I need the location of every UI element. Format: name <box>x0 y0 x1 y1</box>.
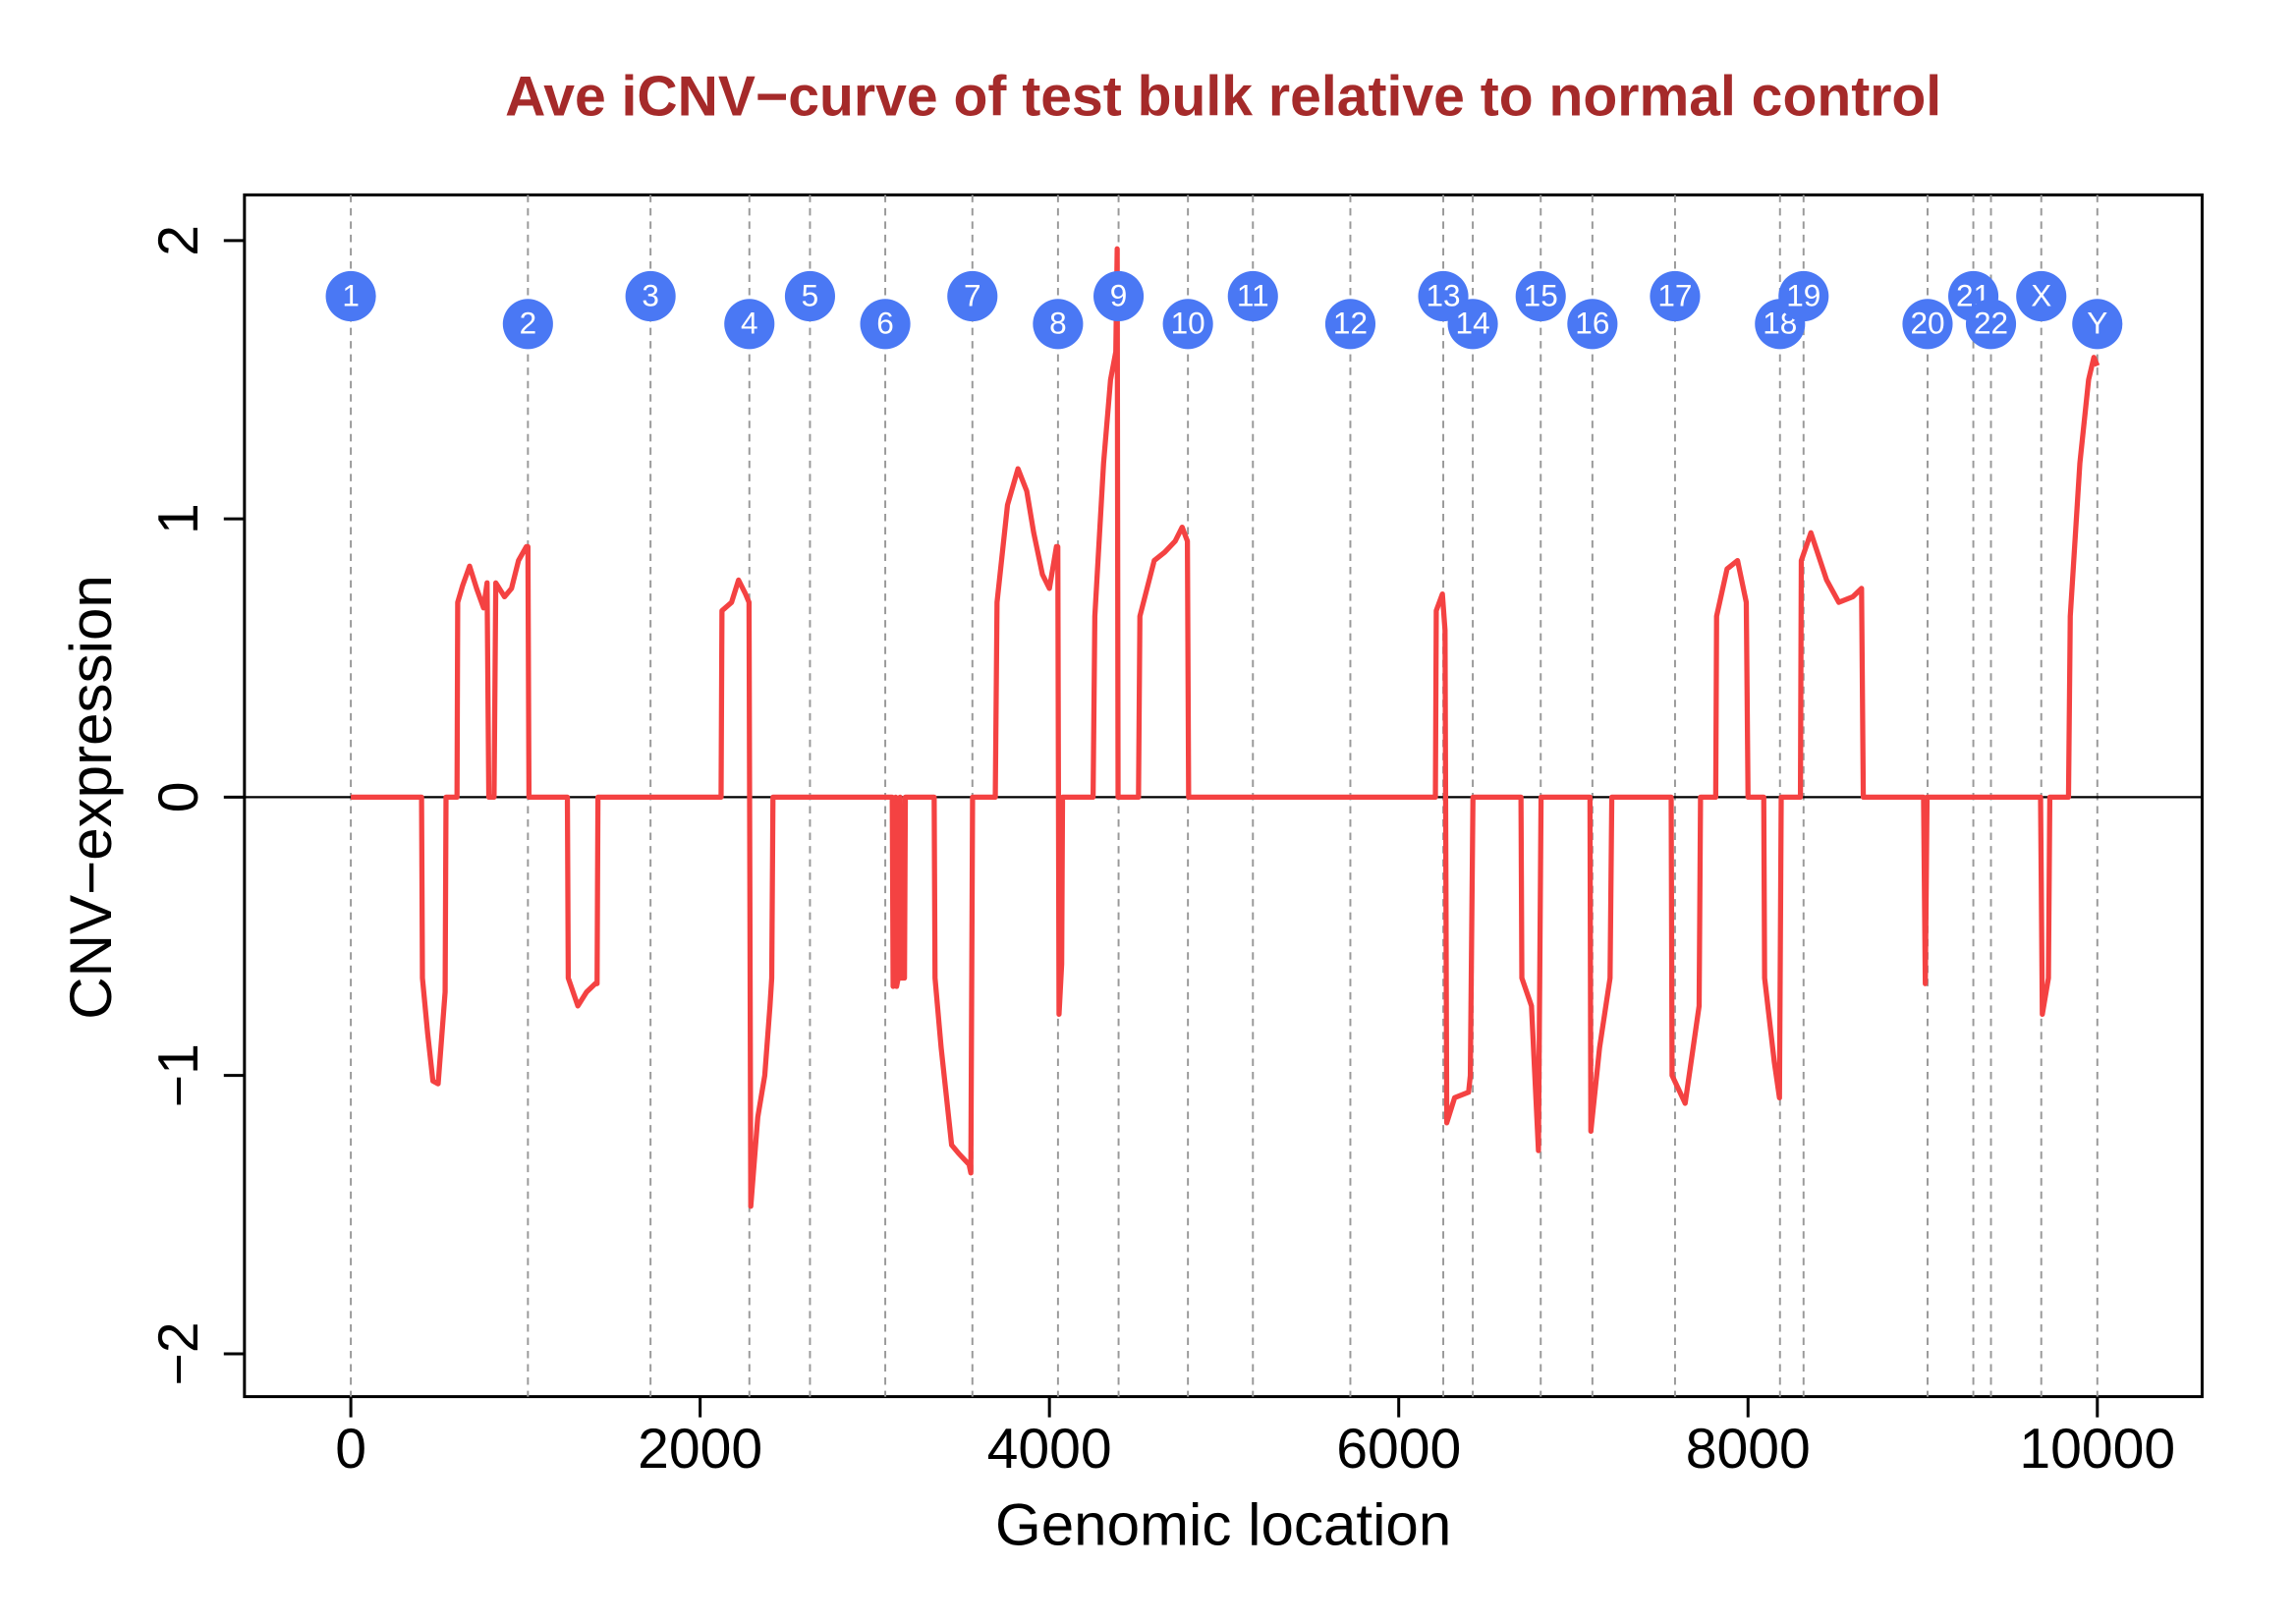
chromosome-label: 1 <box>342 277 360 312</box>
chromosome-marker <box>1902 299 1953 350</box>
chromosome-label: 19 <box>1786 277 1820 312</box>
chromosome-label: 11 <box>1237 277 1269 312</box>
y-axis-label: CNV−expression <box>58 575 124 1020</box>
chart-title: Ave iCNV−curve of test bulk relative to … <box>505 65 1941 128</box>
chromosome-label: 16 <box>1575 306 1609 341</box>
chromosome-marker <box>1162 299 1213 350</box>
chromosome-marker <box>1965 299 2017 350</box>
chromosome-label: 20 <box>1910 306 1944 341</box>
y-tick-label: 2 <box>147 225 210 256</box>
chromosome-label: 5 <box>802 277 819 312</box>
y-tick-label: −2 <box>147 1321 210 1385</box>
chromosome-marker <box>1567 299 1618 350</box>
x-axis-label: Genomic location <box>995 1492 1451 1558</box>
chromosome-marker <box>502 299 553 350</box>
chromosome-marker <box>1093 270 1145 322</box>
chromosome-label: 3 <box>642 277 659 312</box>
chromosome-label: 17 <box>1657 277 1692 312</box>
chromosome-label: Y <box>2087 306 2107 341</box>
chromosome-marker <box>1447 299 1498 350</box>
x-tick-label: 0 <box>335 1418 366 1481</box>
chromosome-marker <box>724 299 775 350</box>
x-tick-label: 6000 <box>1336 1418 1461 1481</box>
chromosome-marker <box>860 299 911 350</box>
chromosome-marker <box>2072 299 2123 350</box>
chromosome-label: 8 <box>1049 306 1067 341</box>
chromosome-marker <box>1650 270 1701 322</box>
chromosome-label: 15 <box>1524 277 1558 312</box>
chromosome-label: 4 <box>741 306 758 341</box>
chromosome-label: 2 <box>520 306 537 341</box>
chromosome-label: 10 <box>1171 306 1205 341</box>
chromosome-label: 9 <box>1110 277 1128 312</box>
chromosome-label: 14 <box>1456 306 1490 341</box>
chromosome-label: 7 <box>964 277 981 312</box>
x-tick-label: 2000 <box>638 1418 762 1481</box>
chromosome-marker <box>1227 270 1278 322</box>
x-tick-label: 10000 <box>2019 1418 2175 1481</box>
chromosome-label: 22 <box>1974 306 2008 341</box>
chromosome-marker <box>1515 270 1566 322</box>
chromosome-label: X <box>2031 277 2051 312</box>
chromosome-marker <box>1324 299 1376 350</box>
cnv-line <box>351 246 2100 1209</box>
chromosome-marker <box>1778 270 1829 322</box>
x-tick-label: 8000 <box>1686 1418 1811 1481</box>
chromosome-marker <box>784 270 835 322</box>
y-tick-label: 1 <box>147 503 210 534</box>
chromosome-label: 6 <box>876 306 894 341</box>
x-tick-label: 4000 <box>987 1418 1112 1481</box>
chromosome-marker <box>2016 270 2067 322</box>
chromosome-marker <box>1033 299 1084 350</box>
chromosome-label: 12 <box>1333 306 1368 341</box>
chromosome-marker <box>325 270 376 322</box>
chromosome-marker <box>947 270 998 322</box>
y-tick-label: 0 <box>147 782 210 813</box>
chromosome-marker <box>625 270 676 322</box>
y-tick-label: −1 <box>147 1043 210 1107</box>
